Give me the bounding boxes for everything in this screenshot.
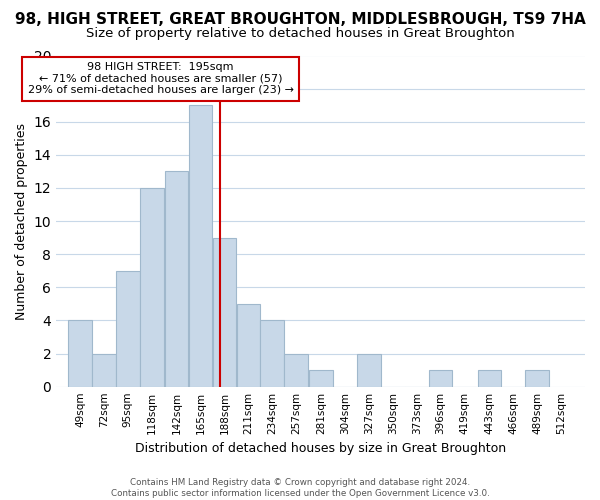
Text: Contains HM Land Registry data © Crown copyright and database right 2024.
Contai: Contains HM Land Registry data © Crown c… bbox=[110, 478, 490, 498]
Bar bbox=[478, 370, 501, 386]
Bar bbox=[260, 320, 284, 386]
Bar bbox=[236, 304, 260, 386]
Bar bbox=[140, 188, 164, 386]
Bar bbox=[357, 354, 380, 386]
Bar bbox=[92, 354, 116, 386]
X-axis label: Distribution of detached houses by size in Great Broughton: Distribution of detached houses by size … bbox=[135, 442, 506, 455]
Bar bbox=[68, 320, 92, 386]
Text: 98, HIGH STREET, GREAT BROUGHTON, MIDDLESBROUGH, TS9 7HA: 98, HIGH STREET, GREAT BROUGHTON, MIDDLE… bbox=[14, 12, 586, 28]
Bar bbox=[284, 354, 308, 386]
Bar bbox=[116, 271, 140, 386]
Bar bbox=[429, 370, 452, 386]
Bar bbox=[189, 105, 212, 386]
Text: Size of property relative to detached houses in Great Broughton: Size of property relative to detached ho… bbox=[86, 28, 514, 40]
Bar bbox=[213, 238, 236, 386]
Bar bbox=[526, 370, 549, 386]
Bar bbox=[310, 370, 333, 386]
Y-axis label: Number of detached properties: Number of detached properties bbox=[15, 122, 28, 320]
Bar bbox=[165, 172, 188, 386]
Text: 98 HIGH STREET:  195sqm
← 71% of detached houses are smaller (57)
29% of semi-de: 98 HIGH STREET: 195sqm ← 71% of detached… bbox=[28, 62, 293, 96]
